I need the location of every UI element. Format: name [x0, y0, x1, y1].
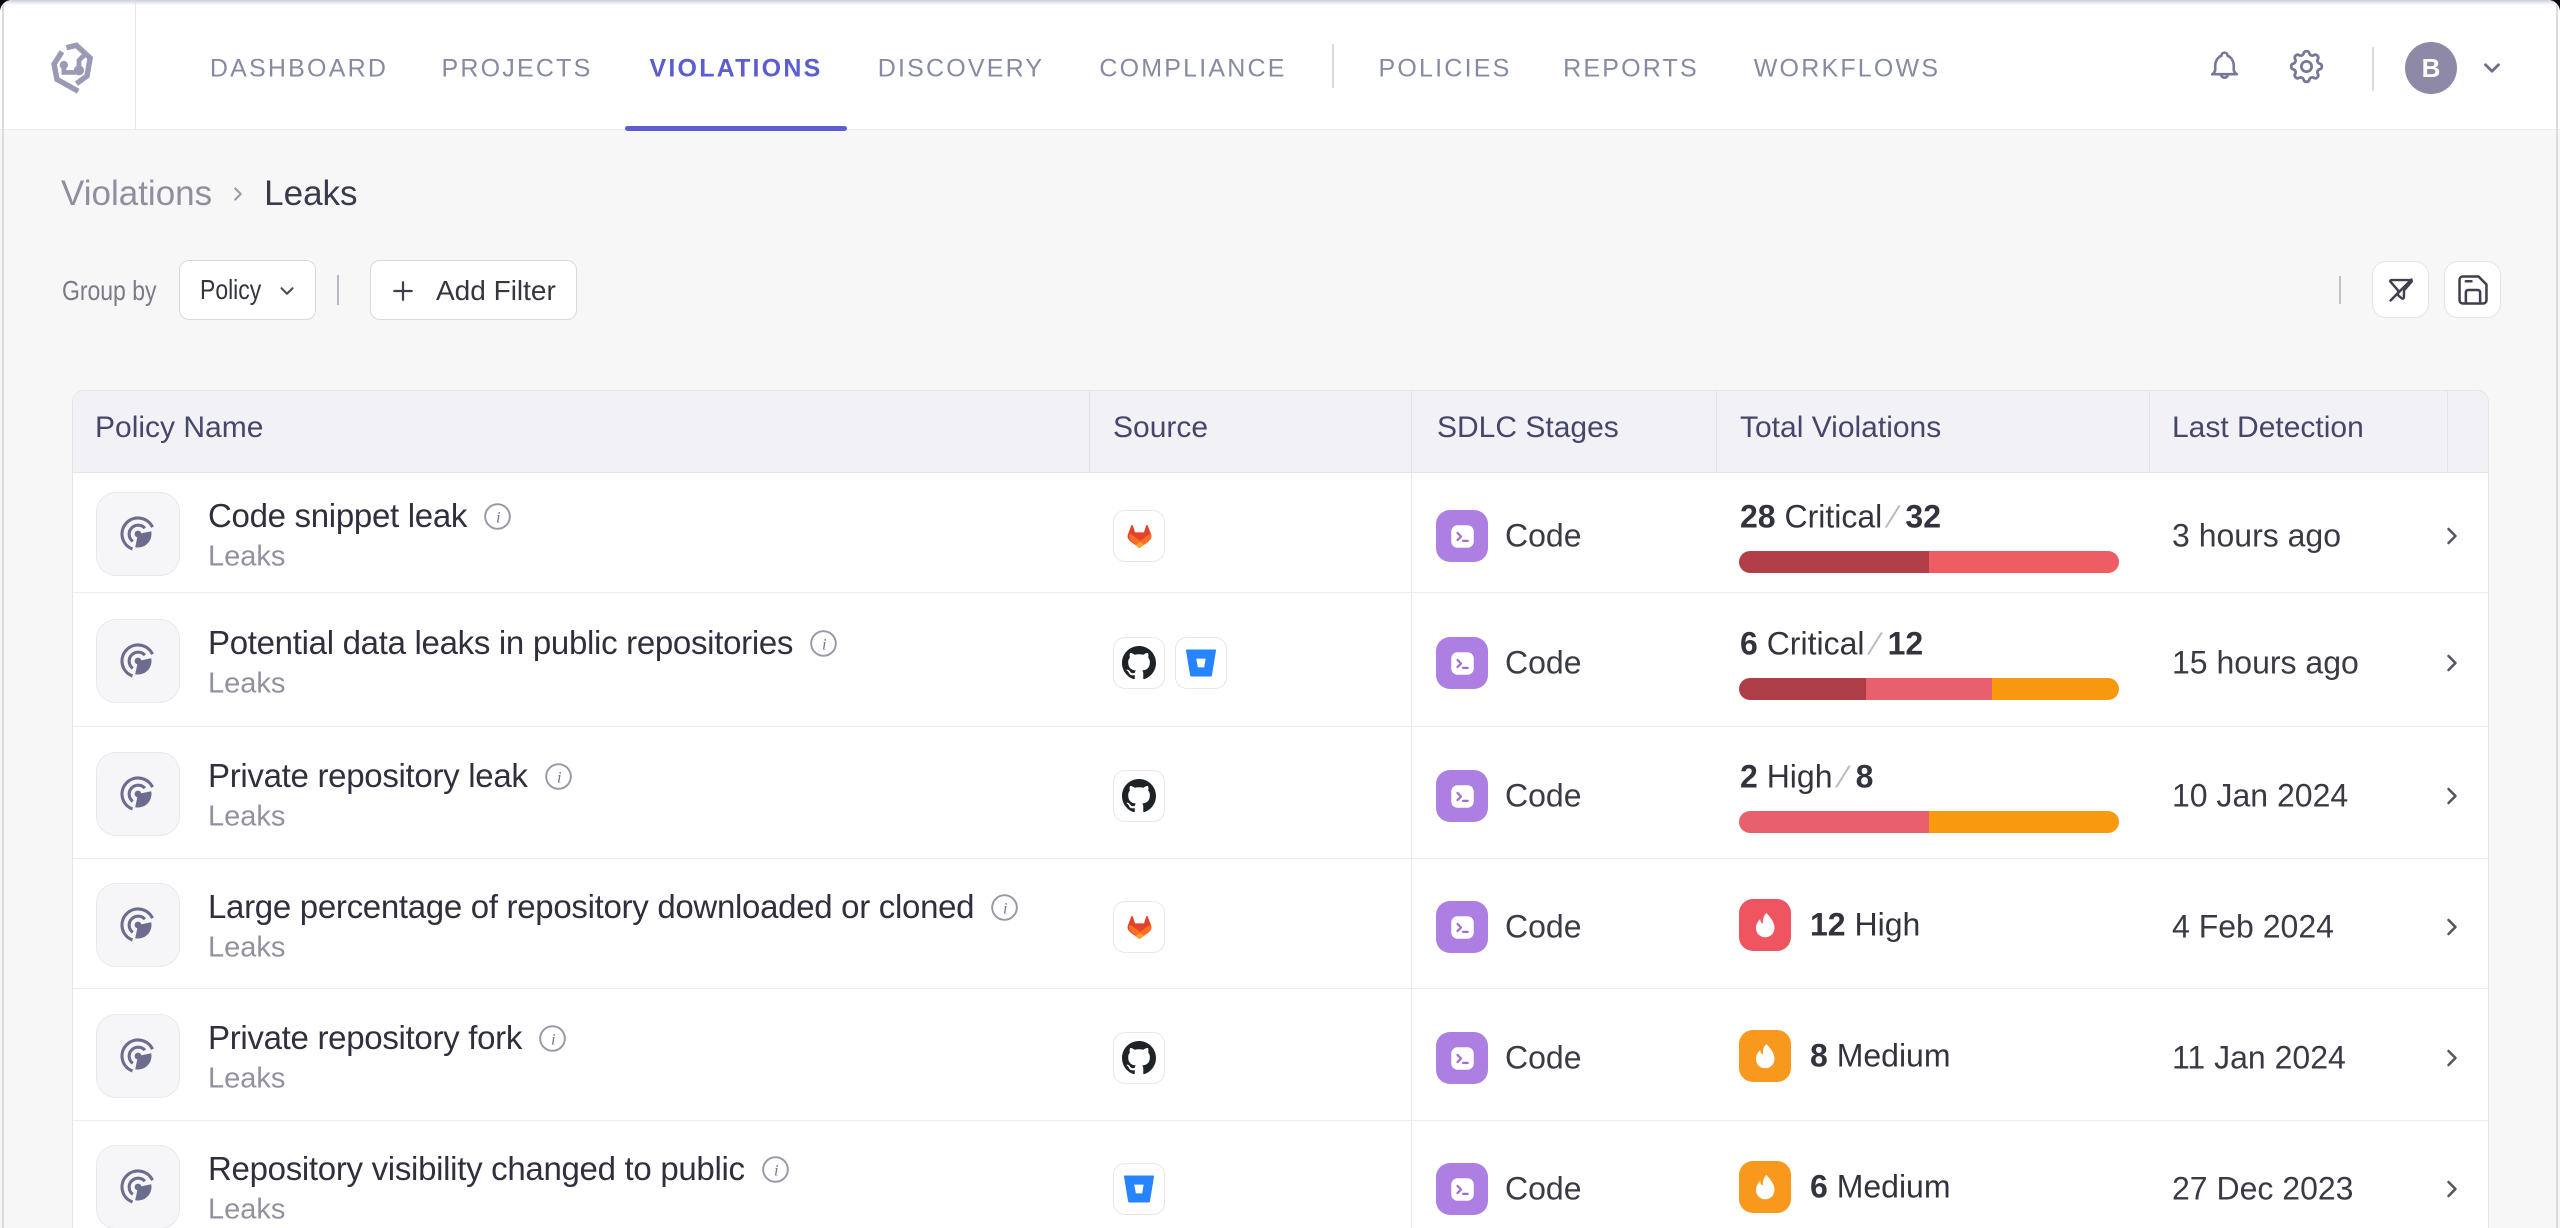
svg-text:i: i: [557, 768, 562, 786]
svg-text:i: i: [1003, 899, 1008, 917]
svg-text:i: i: [822, 635, 827, 653]
svg-text:i: i: [551, 1030, 556, 1048]
svg-text:i: i: [774, 1161, 779, 1179]
svg-text:i: i: [496, 508, 501, 526]
